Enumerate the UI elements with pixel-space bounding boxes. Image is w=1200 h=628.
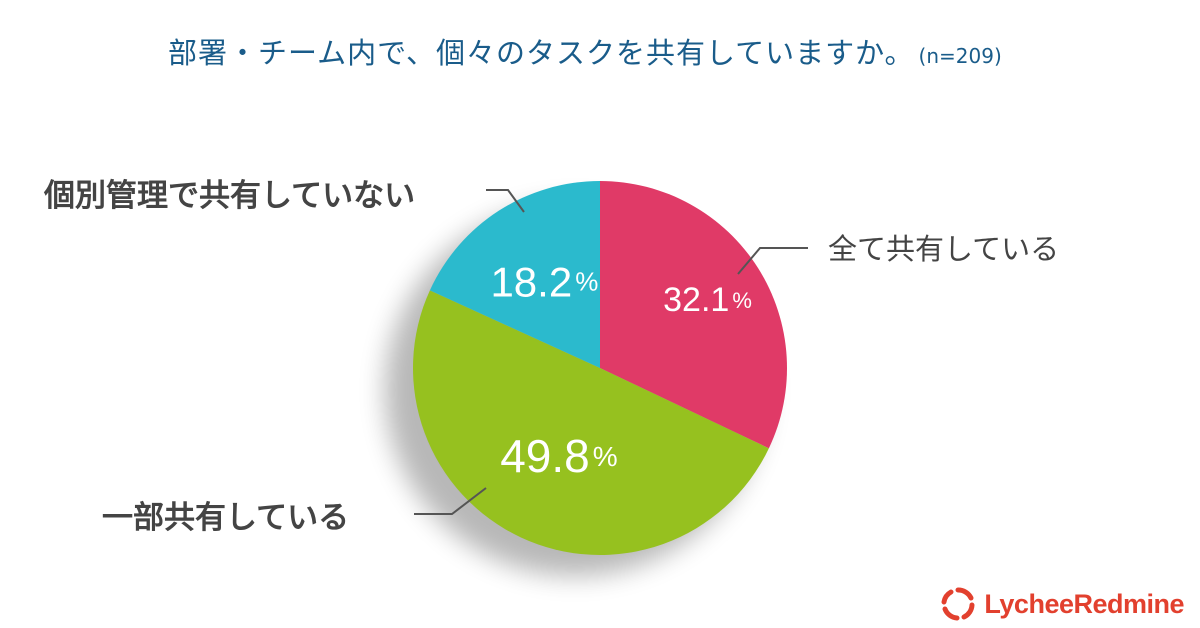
value-label-partially-shared: 49.8% [500, 430, 617, 482]
slice-all-shared [600, 181, 787, 449]
category-label-not-shared: 個別管理で共有していない [44, 178, 416, 214]
value-label-all-shared: 32.1% [663, 281, 752, 319]
pie-slices [413, 181, 787, 555]
value-label-not-shared: 18.2% [490, 258, 598, 305]
category-label-all-shared: 全て共有している [828, 232, 1060, 266]
slice-partially-shared [413, 290, 769, 555]
title-text: 部署・チーム内で、個々のタスクを共有していますか。 [168, 36, 915, 70]
leader-line-not-shared [486, 189, 525, 213]
brand-name: LycheeRedmine [984, 588, 1184, 619]
sample-size: (n=209) [918, 44, 1002, 68]
value-labels: 32.1 % 49.8 % 18.2% [490, 258, 751, 482]
leader-lines [414, 189, 808, 515]
leader-line-all-shared [737, 247, 808, 275]
chart-title: 部署・チーム内で、個々のタスクを共有していますか。 (n=209) [168, 30, 1002, 72]
category-label-partially-shared: 一部共有している [102, 500, 350, 536]
slice-not-shared [429, 181, 600, 368]
lychee-logo-icon [941, 587, 975, 621]
leader-line-partially-shared [414, 487, 487, 515]
brand-logo: LycheeRedmine [940, 586, 1184, 622]
